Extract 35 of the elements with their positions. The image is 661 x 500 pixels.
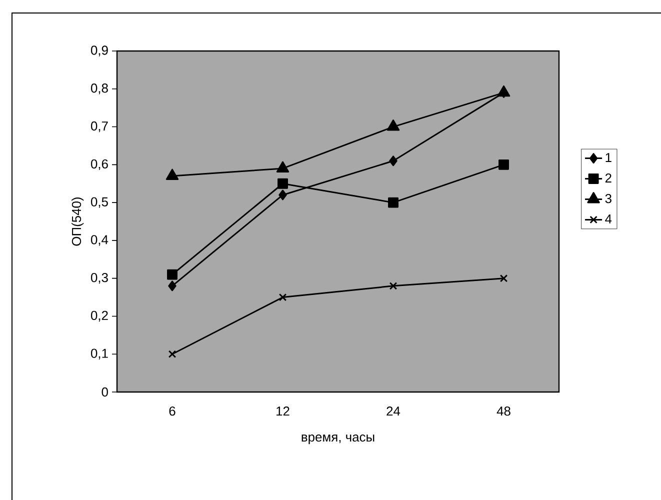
point: [276, 161, 290, 172]
legend-label: 2: [605, 173, 612, 182]
legend-label: 4: [605, 214, 612, 224]
legend-label: 3: [605, 194, 612, 204]
point: [278, 178, 288, 189]
y-tick-label: 0,1: [90, 348, 108, 360]
point: [167, 269, 178, 280]
y-tick-label: 0,6: [90, 159, 108, 170]
y-tick-label: 0,2: [90, 310, 108, 322]
point: [168, 280, 176, 292]
y-tick-label: 0,8: [90, 84, 108, 94]
y-tick-label: 0,5: [90, 197, 108, 208]
point: [168, 350, 176, 358]
point: [389, 282, 398, 290]
x-tick-label: 24: [386, 406, 400, 416]
point: [278, 190, 287, 200]
y-tick-label: 0,3: [90, 272, 108, 284]
point: [498, 159, 509, 170]
x-tick-label: 48: [496, 406, 510, 416]
x-tick-label: 12: [276, 406, 290, 416]
point: [166, 168, 179, 180]
point: [500, 274, 508, 282]
y-tick-label: 0,7: [90, 121, 108, 132]
point: [386, 120, 400, 131]
legend-label: 1: [606, 153, 612, 162]
point: [389, 156, 398, 166]
y-tick-label: 0: [102, 387, 108, 397]
x-tick-label: 6: [169, 406, 176, 416]
point: [278, 293, 287, 302]
point: [388, 197, 398, 208]
point: [497, 85, 510, 97]
x-axis-title: время, часы: [302, 434, 374, 444]
y-axis-title: ОП(540): [72, 197, 84, 246]
y-tick-label: 0,9: [90, 46, 108, 56]
y-tick-label: 0,4: [90, 235, 108, 246]
